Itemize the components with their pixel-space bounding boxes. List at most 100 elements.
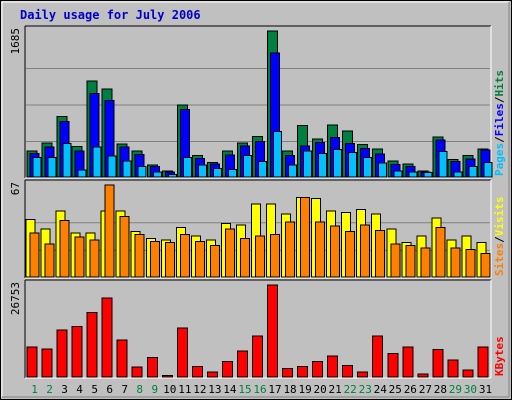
chart-title: Daily usage for July 2006 <box>20 8 201 22</box>
bar-pages-day-14 <box>227 169 237 178</box>
bar-sites-day-8 <box>134 233 145 278</box>
bar-kbytes-day-27 <box>417 373 429 378</box>
day-label-6: 6 <box>106 383 113 396</box>
bar-kbytes-day-9 <box>146 357 158 378</box>
day-label-16: 16 <box>253 383 266 396</box>
bar-pages-day-3 <box>62 143 72 178</box>
bar-sites-day-20 <box>315 221 326 278</box>
bar-pages-day-20 <box>318 153 328 178</box>
day-label-30: 30 <box>464 383 477 396</box>
bar-sites-day-23 <box>360 224 371 278</box>
bar-sites-day-1 <box>29 232 40 278</box>
series-sites <box>29 184 491 278</box>
bar-sites-day-4 <box>74 236 85 278</box>
bar-kbytes-day-26 <box>402 346 414 378</box>
max-value-label: 67 <box>9 182 22 195</box>
bar-sites-day-11 <box>179 233 190 278</box>
bar-kbytes-day-2 <box>41 348 53 378</box>
bar-pages-day-27 <box>423 172 433 178</box>
bar-kbytes-day-23 <box>357 371 369 378</box>
day-label-15: 15 <box>238 383 251 396</box>
bar-sites-day-22 <box>345 231 356 278</box>
bar-sites-day-14 <box>224 228 235 278</box>
bar-pages-day-11 <box>182 157 192 178</box>
bar-pages-day-13 <box>212 167 222 178</box>
bar-pages-day-19 <box>303 150 313 178</box>
bar-sites-day-9 <box>149 240 160 278</box>
legend-kbytes: KBytes <box>493 336 506 376</box>
bar-pages-day-5 <box>92 146 102 178</box>
day-label-18: 18 <box>283 383 296 396</box>
bar-sites-day-30 <box>465 249 476 278</box>
day-label-11: 11 <box>178 383 191 396</box>
bar-kbytes-day-25 <box>387 353 399 378</box>
bar-kbytes-day-13 <box>206 371 218 378</box>
bar-pages-day-16 <box>257 160 267 178</box>
day-label-3: 3 <box>61 383 68 396</box>
day-label-20: 20 <box>314 383 327 396</box>
bar-kbytes-day-28 <box>432 348 444 378</box>
day-label-9: 9 <box>151 383 158 396</box>
bar-pages-day-22 <box>348 152 358 178</box>
bar-kbytes-day-11 <box>176 327 188 378</box>
day-label-12: 12 <box>193 383 206 396</box>
bar-sites-day-17 <box>270 233 281 278</box>
bar-pages-day-31 <box>483 161 493 178</box>
bar-kbytes-day-6 <box>101 297 113 378</box>
bar-sites-day-6 <box>104 184 115 278</box>
day-label-2: 2 <box>46 383 53 396</box>
legend-separator: / <box>493 236 506 243</box>
max-value-label: 26753 <box>9 282 22 315</box>
bar-pages-day-21 <box>333 148 343 178</box>
bar-pages-day-9 <box>152 171 162 178</box>
max-value-label: 1685 <box>9 28 22 55</box>
bar-pages-day-17 <box>273 131 283 178</box>
day-label-19: 19 <box>298 383 311 396</box>
bar-kbytes-day-7 <box>116 339 128 378</box>
legend-visits: Visits <box>493 197 506 237</box>
bar-sites-day-19 <box>300 196 311 278</box>
day-label-14: 14 <box>223 383 237 396</box>
bar-pages-day-8 <box>137 166 147 178</box>
day-label-4: 4 <box>76 383 83 396</box>
day-label-24: 24 <box>374 383 388 396</box>
legend-pages: Pages <box>493 143 506 176</box>
bar-kbytes-day-15 <box>236 350 248 378</box>
bar-kbytes-day-3 <box>56 329 68 378</box>
day-label-23: 23 <box>359 383 372 396</box>
bar-sites-day-10 <box>164 242 175 278</box>
bar-pages-day-2 <box>47 157 57 178</box>
bar-sites-day-2 <box>44 243 55 278</box>
panel-3: 26753 KBytes <box>9 279 506 379</box>
bar-pages-day-29 <box>453 171 463 178</box>
bar-kbytes-day-1 <box>26 346 38 378</box>
day-label-28: 28 <box>434 383 447 396</box>
day-label-5: 5 <box>91 383 98 396</box>
bar-pages-day-30 <box>468 166 478 178</box>
day-label-29: 29 <box>449 383 462 396</box>
bar-kbytes-day-14 <box>221 361 233 378</box>
bar-kbytes-day-12 <box>191 366 203 378</box>
bar-pages-day-18 <box>288 164 298 178</box>
series-pages <box>32 131 493 178</box>
bar-sites-day-15 <box>239 238 250 278</box>
day-label-7: 7 <box>121 383 128 396</box>
bar-sites-day-31 <box>480 253 491 278</box>
bar-sites-day-7 <box>119 216 130 278</box>
bar-sites-day-16 <box>254 235 265 278</box>
day-label-10: 10 <box>163 383 176 396</box>
bar-kbytes-day-20 <box>312 361 324 378</box>
day-label-22: 22 <box>344 383 357 396</box>
legend-label: KBytes <box>493 336 506 376</box>
legend-separator: / <box>493 96 506 103</box>
bar-pages-day-1 <box>32 157 42 178</box>
bar-kbytes-day-21 <box>327 355 339 378</box>
bar-pages-day-4 <box>77 169 87 178</box>
bar-pages-day-12 <box>197 164 207 178</box>
bar-sites-day-13 <box>209 244 220 278</box>
bar-kbytes-day-8 <box>131 366 143 378</box>
bar-pages-day-6 <box>107 155 117 178</box>
day-label-31: 31 <box>479 383 492 396</box>
